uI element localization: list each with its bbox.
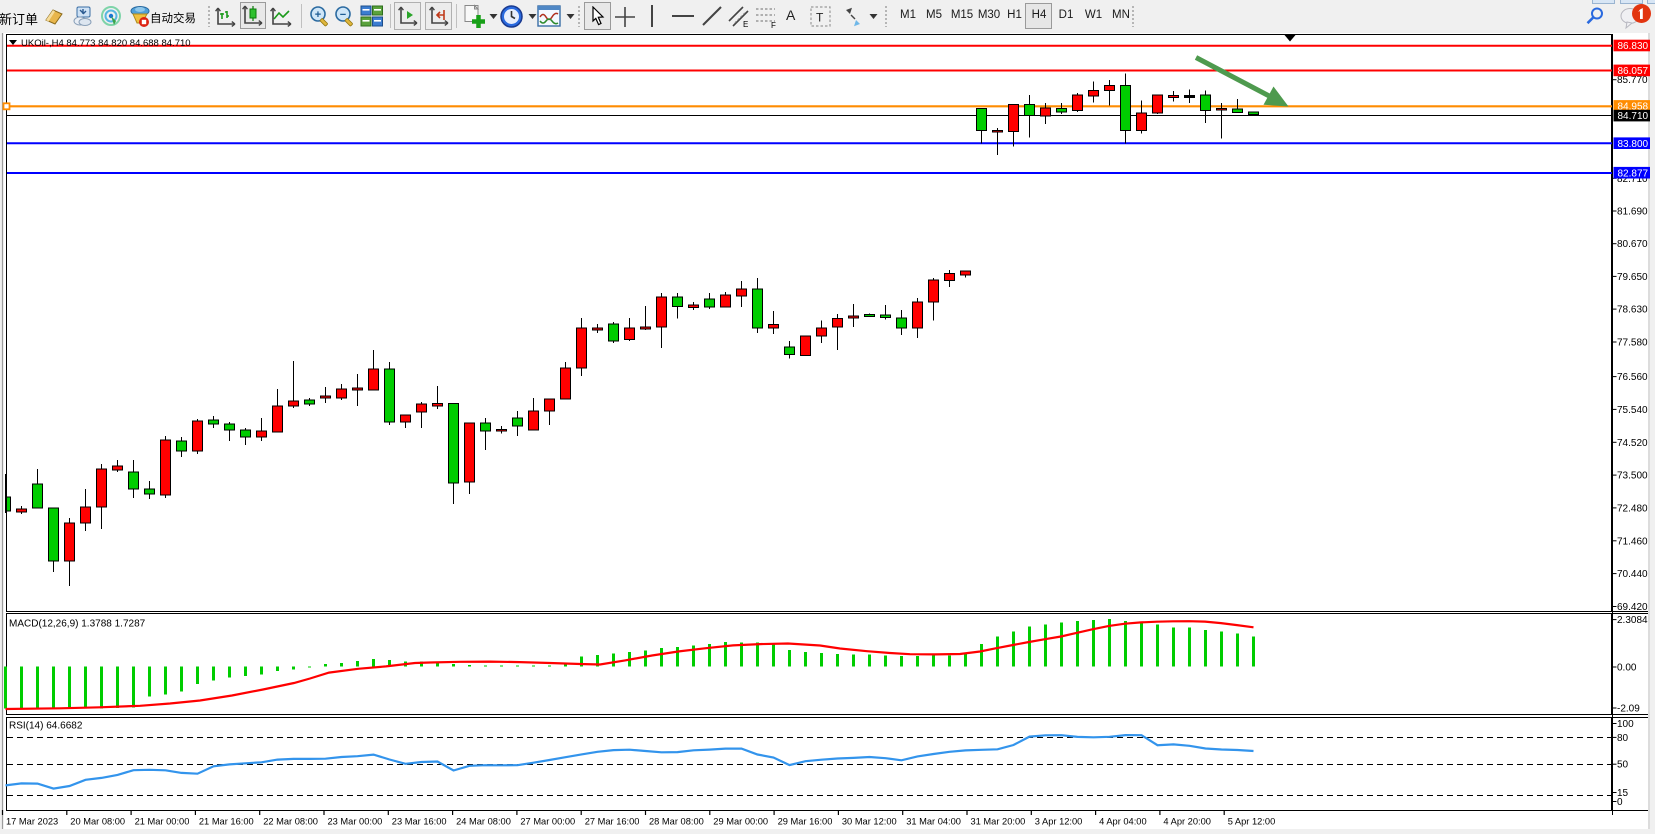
svg-text:72.480: 72.480	[1617, 503, 1648, 514]
svg-text:RSI(14) 64.6682: RSI(14) 64.6682	[9, 721, 83, 732]
svg-text:22 Mar 08:00: 22 Mar 08:00	[263, 817, 318, 827]
svg-text:30 Mar 12:00: 30 Mar 12:00	[842, 817, 897, 827]
svg-text:100: 100	[1617, 719, 1634, 730]
svg-text:3 Apr 12:00: 3 Apr 12:00	[1035, 817, 1083, 827]
svg-text:86.057: 86.057	[1618, 66, 1649, 77]
svg-text:80: 80	[1617, 733, 1629, 744]
svg-text:81.690: 81.690	[1617, 207, 1648, 218]
svg-text:31 Mar 04:00: 31 Mar 04:00	[906, 817, 961, 827]
svg-text:UKOil-,H4 84.773 84.820 84.68: UKOil-,H4 84.773 84.820 84.688 84.710	[21, 38, 191, 49]
svg-text:28 Mar 08:00: 28 Mar 08:00	[649, 817, 704, 827]
svg-text:85.770: 85.770	[1617, 75, 1648, 86]
svg-text:77.580: 77.580	[1617, 338, 1648, 349]
svg-text:+: +	[315, 9, 321, 21]
svg-text:E: E	[743, 20, 748, 29]
svg-text:4 Apr 20:00: 4 Apr 20:00	[1163, 817, 1211, 827]
svg-text:70.440: 70.440	[1617, 569, 1648, 580]
svg-text:23 Mar 16:00: 23 Mar 16:00	[392, 817, 447, 827]
svg-text:78.630: 78.630	[1617, 305, 1648, 316]
svg-text:23 Mar 00:00: 23 Mar 00:00	[328, 817, 383, 827]
svg-text:15: 15	[1617, 788, 1629, 799]
svg-text:73.500: 73.500	[1617, 471, 1648, 482]
svg-text:69.420: 69.420	[1617, 602, 1648, 613]
svg-text:T: T	[816, 11, 824, 25]
svg-text:2.3084: 2.3084	[1617, 615, 1648, 626]
svg-text:0.00: 0.00	[1617, 663, 1637, 674]
svg-text:F: F	[771, 21, 776, 29]
svg-text:21 Mar 00:00: 21 Mar 00:00	[135, 817, 190, 827]
svg-text:74.520: 74.520	[1617, 438, 1648, 449]
svg-text:82.877: 82.877	[1618, 168, 1649, 179]
svg-text:29 Mar 00:00: 29 Mar 00:00	[713, 817, 768, 827]
svg-text:20 Mar 08:00: 20 Mar 08:00	[70, 817, 125, 827]
svg-text:83.800: 83.800	[1618, 139, 1649, 150]
svg-text:-2.09: -2.09	[1617, 704, 1640, 715]
svg-text:5 Apr 12:00: 5 Apr 12:00	[1228, 817, 1276, 827]
svg-text:71.460: 71.460	[1617, 536, 1648, 547]
svg-text:82.710: 82.710	[1617, 174, 1648, 185]
svg-text:17 Mar 2023: 17 Mar 2023	[6, 817, 58, 827]
svg-text:31 Mar 20:00: 31 Mar 20:00	[971, 817, 1026, 827]
svg-text:4 Apr 04:00: 4 Apr 04:00	[1099, 817, 1147, 827]
svg-text:0: 0	[1617, 797, 1623, 808]
svg-text:84.958: 84.958	[1618, 102, 1649, 113]
svg-text:76.560: 76.560	[1617, 372, 1648, 383]
svg-text:MACD(12,26,9) 1.3788 1.7287: MACD(12,26,9) 1.3788 1.7287	[9, 619, 146, 630]
svg-text:75.540: 75.540	[1617, 405, 1648, 416]
svg-text:80.670: 80.670	[1617, 239, 1648, 250]
svg-text:−: −	[340, 9, 346, 21]
svg-text:21 Mar 16:00: 21 Mar 16:00	[199, 817, 254, 827]
svg-text:27 Mar 00:00: 27 Mar 00:00	[520, 817, 575, 827]
svg-text:27 Mar 16:00: 27 Mar 16:00	[585, 817, 640, 827]
svg-text:29 Mar 16:00: 29 Mar 16:00	[778, 817, 833, 827]
svg-text:86.830: 86.830	[1618, 41, 1649, 52]
svg-text:79.650: 79.650	[1617, 272, 1648, 283]
svg-text:50: 50	[1617, 760, 1629, 771]
svg-text:24 Mar 08:00: 24 Mar 08:00	[456, 817, 511, 827]
svg-text:84.710: 84.710	[1618, 111, 1649, 122]
